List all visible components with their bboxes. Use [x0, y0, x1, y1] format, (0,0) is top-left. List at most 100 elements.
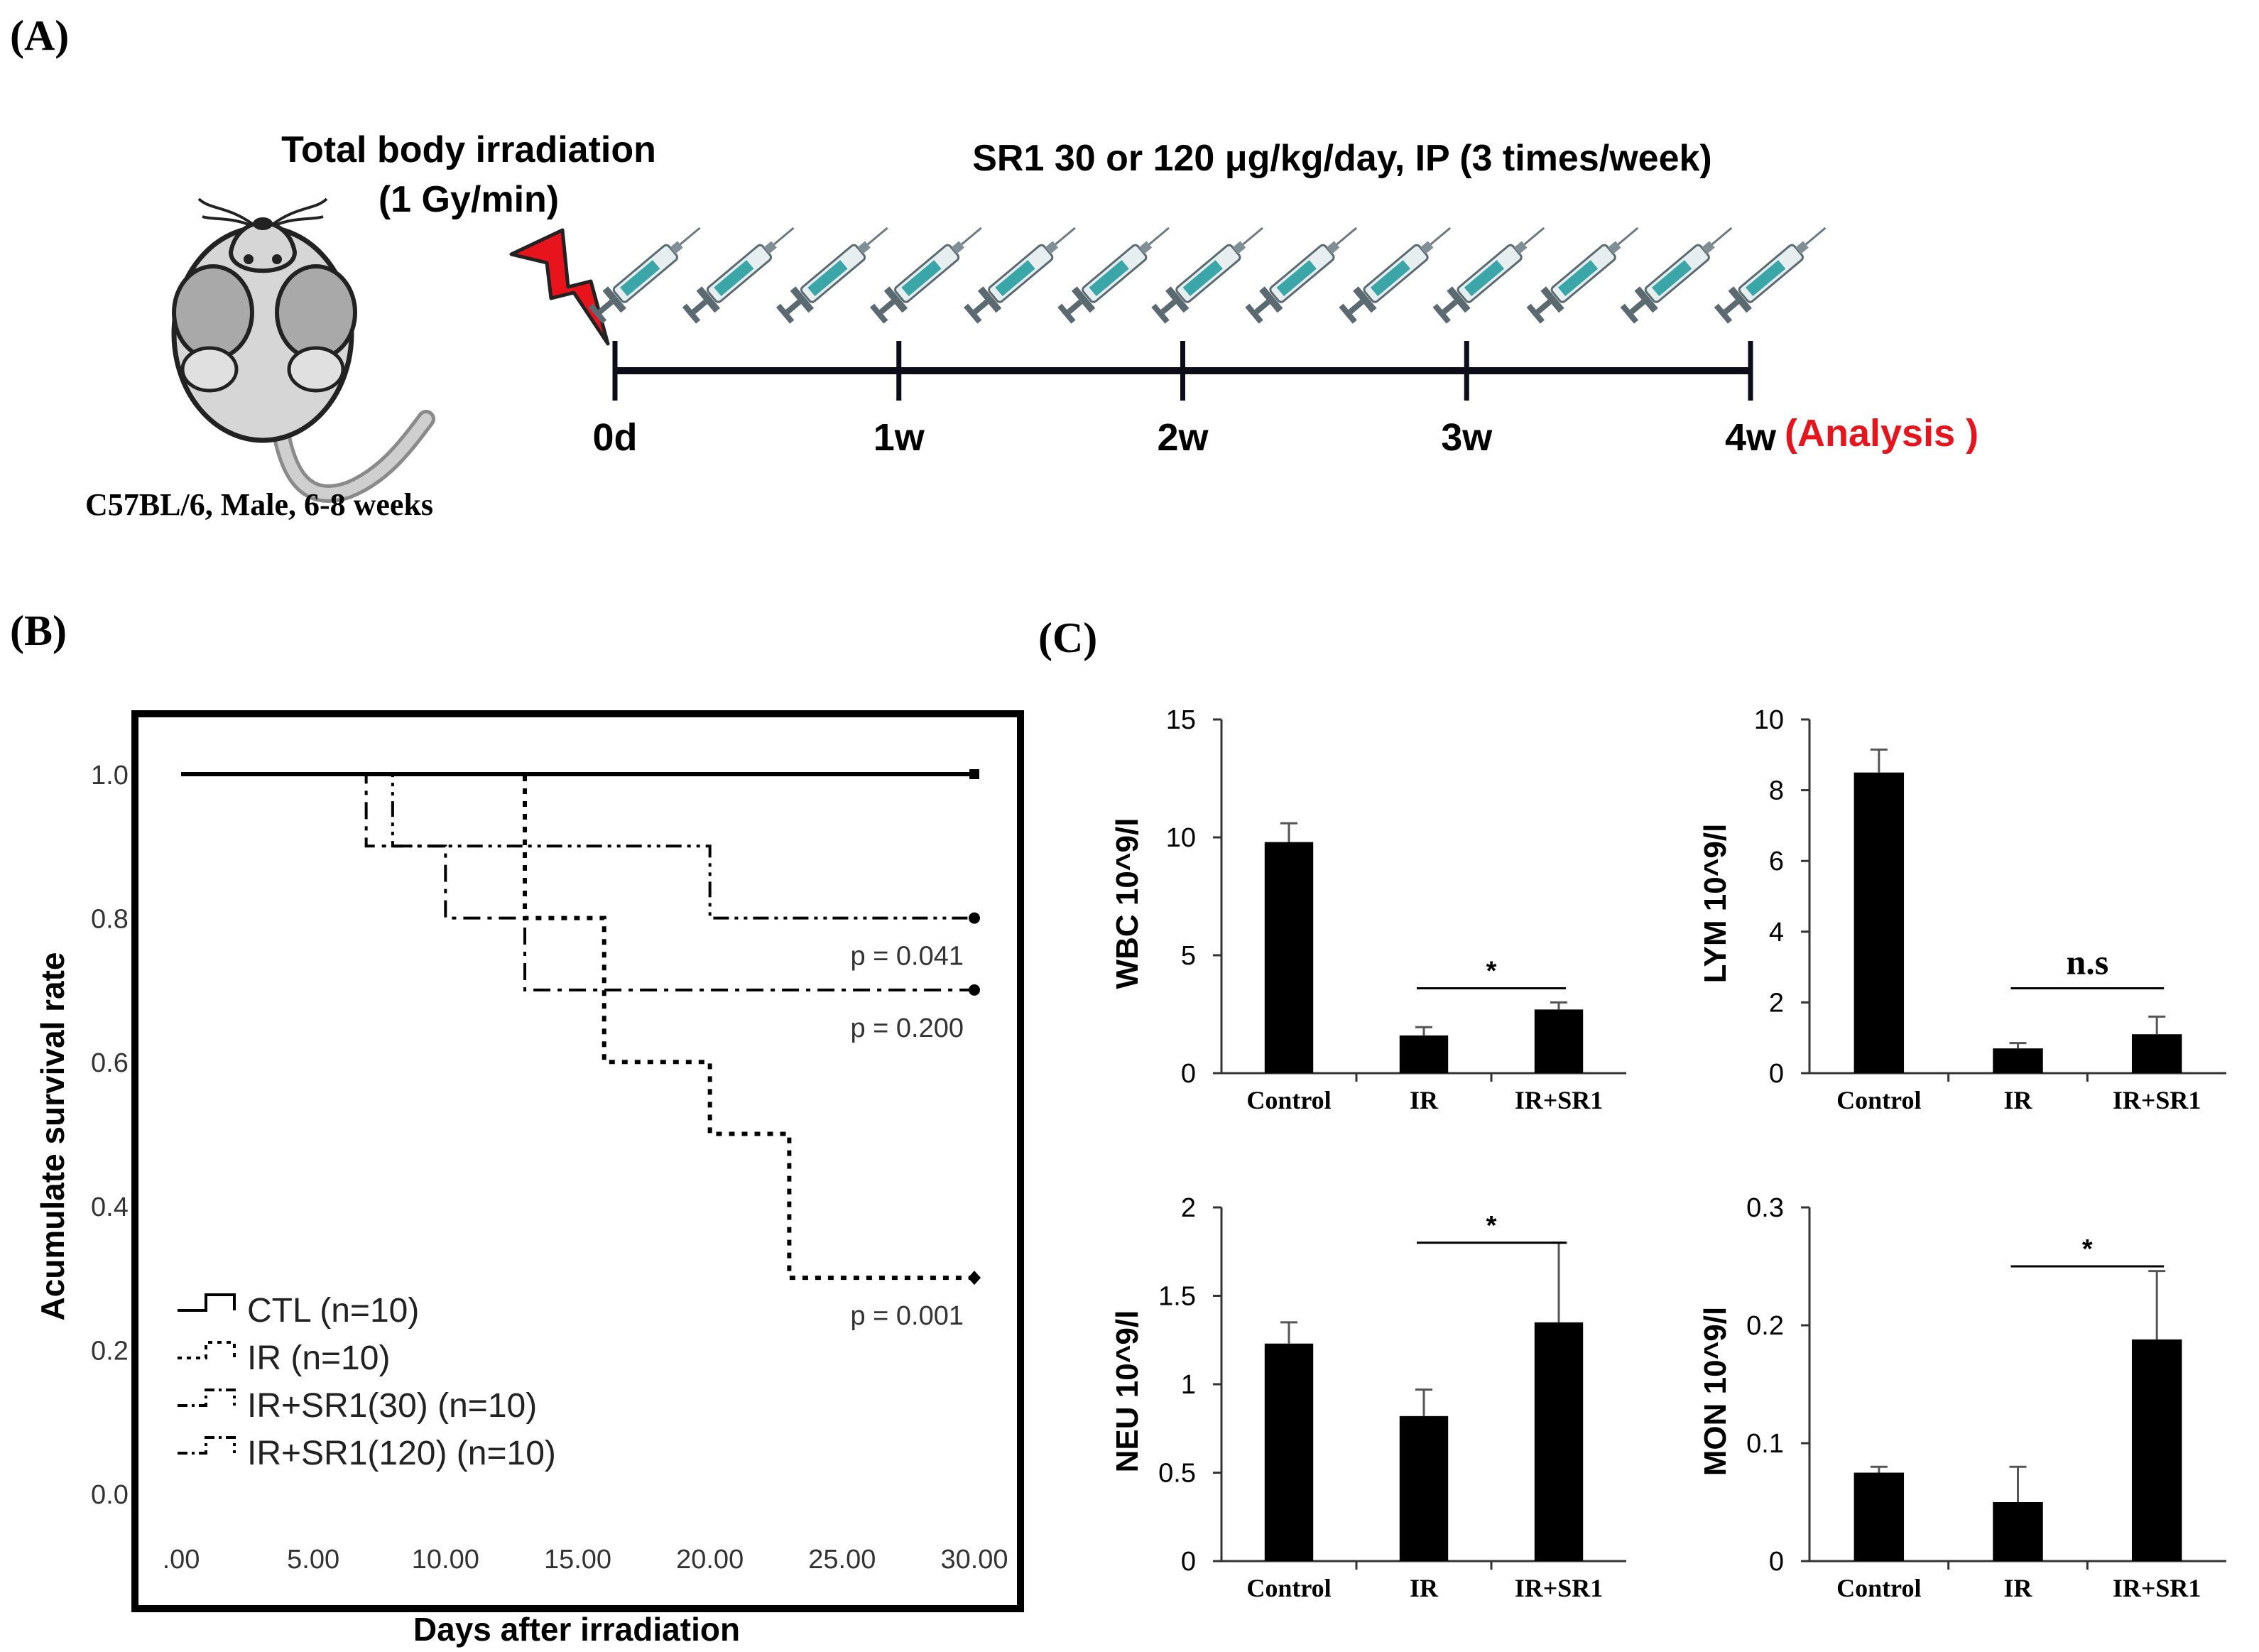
- y-axis-label: Acumulate survival rate: [34, 952, 71, 1320]
- category-label: IR: [1410, 1086, 1439, 1114]
- p-value-label: p = 0.200: [850, 1014, 964, 1043]
- x-tick-label: .00: [163, 1545, 200, 1575]
- legend-swatch: [178, 1436, 236, 1455]
- survival-chart-frame: [131, 710, 1024, 1612]
- syringe-icon: [588, 227, 701, 324]
- injection-syringes: [588, 227, 1827, 324]
- y-tick-label: 4: [1769, 918, 1784, 947]
- syringe-icon: [1339, 227, 1452, 324]
- irradiation-rate: (1 Gy/min): [379, 179, 559, 220]
- bar: [1993, 1048, 2043, 1073]
- timeline-tick-label: 2w: [1157, 416, 1209, 459]
- mouse-illustration: [171, 197, 435, 503]
- y-tick-label: 0: [1181, 1547, 1196, 1577]
- legend-label: IR+SR1(120) (n=10): [247, 1435, 556, 1472]
- y-tick-label: 0.0: [91, 1480, 129, 1510]
- bar: [1534, 1009, 1584, 1073]
- category-label: IR: [1410, 1574, 1439, 1602]
- mon-bar-chart: 0 0.1 0.2 0.3 Control IR IR+SR1 * MON 10^9/l: [1698, 1193, 2226, 1602]
- x-tick-label: 10.00: [412, 1545, 479, 1575]
- category-label: Control: [1246, 1574, 1331, 1602]
- y-tick-label: 2: [1769, 988, 1784, 1018]
- legend-swatch: [178, 1389, 236, 1407]
- syringe-icon: [1620, 227, 1733, 324]
- y-tick-label: 10: [1754, 705, 1784, 735]
- censor-marker: [968, 1271, 981, 1286]
- x-tick-label: 30.00: [940, 1545, 1008, 1575]
- y-tick-label: 0: [1769, 1059, 1784, 1089]
- x-tick-label: 15.00: [544, 1545, 611, 1575]
- y-tick-label: 0.4: [91, 1192, 129, 1222]
- y-tick-label: 0: [1181, 1059, 1196, 1089]
- y-tick-label: 10: [1166, 823, 1196, 853]
- y-tick-label: 0.8: [91, 905, 129, 935]
- analysis-label: (Analysis ): [1785, 412, 1978, 455]
- y-axis-label: NEU 10^9/l: [1110, 1310, 1145, 1473]
- x-axis-label: Days after irradiation: [413, 1611, 740, 1648]
- category-label: IR: [2003, 1086, 2032, 1114]
- y-tick-label: 6: [1769, 847, 1784, 876]
- irradiation-title: Total body irradiation: [281, 129, 656, 170]
- significance-label: n.s: [2066, 942, 2108, 982]
- y-tick-label: 0.3: [1746, 1193, 1784, 1223]
- category-label: Control: [1836, 1086, 1921, 1114]
- bar: [1993, 1502, 2043, 1561]
- y-tick-label: 0.5: [1158, 1459, 1196, 1489]
- category-label: IR+SR1: [1515, 1086, 1604, 1114]
- legend-label: CTL (n=10): [247, 1292, 419, 1330]
- bar: [1854, 772, 1905, 1073]
- legend-label: IR+SR1(30) (n=10): [247, 1387, 537, 1425]
- bar: [2131, 1034, 2182, 1073]
- bar: [2131, 1339, 2182, 1561]
- legend-label: IR (n=10): [247, 1339, 390, 1377]
- category-label: IR: [2003, 1574, 2032, 1602]
- y-tick-label: 0.2: [1746, 1311, 1784, 1341]
- y-tick-label: 8: [1769, 776, 1784, 806]
- y-tick-label: 15: [1166, 705, 1196, 735]
- wbc-bar-chart: 0 5 10 15 Control IR IR+SR1 * WBC 10^9/l: [1110, 705, 1626, 1114]
- x-tick-label: 20.00: [676, 1545, 744, 1575]
- syringe-icon: [1245, 227, 1358, 324]
- x-tick-label: 25.00: [808, 1545, 876, 1575]
- timeline-tick-label: 0d: [592, 416, 637, 459]
- y-tick-label: 2: [1181, 1193, 1196, 1223]
- bar: [1399, 1415, 1449, 1561]
- mouse-caption: C57BL/6, Male, 6-8 weeks: [85, 487, 433, 522]
- treatment-label: SR1 30 or 120 μg/kg/day, IP (3 times/wee…: [972, 138, 1711, 179]
- syringe-icon: [1714, 227, 1827, 324]
- timeline-tick-label: 1w: [873, 416, 925, 459]
- panel-b-label: (B): [10, 607, 67, 654]
- bar: [1264, 842, 1314, 1073]
- syringe-icon: [1151, 227, 1263, 324]
- survival-chart: 0.0 0.2 0.4 0.6 0.8 1.0 .00 5.00 10.00 15.00 20.00…: [34, 761, 1008, 1648]
- significance-label: *: [1486, 956, 1497, 986]
- censor-marker: [969, 912, 980, 924]
- p-value-label: p = 0.001: [850, 1301, 964, 1331]
- category-label: IR+SR1: [2113, 1574, 2201, 1602]
- censor-marker: [969, 984, 980, 996]
- survival-line-3: [181, 773, 974, 991]
- significance-label: *: [1486, 1211, 1497, 1241]
- syringe-icon: [1432, 227, 1545, 324]
- x-tick-label: 5.00: [287, 1545, 339, 1575]
- timeline-tick-label: 4w: [1725, 416, 1777, 459]
- bar: [1264, 1343, 1314, 1561]
- syringe-icon: [1526, 227, 1639, 324]
- panel-c-label: (C): [1038, 614, 1097, 661]
- category-label: Control: [1836, 1574, 1921, 1602]
- category-label: IR+SR1: [2113, 1086, 2201, 1114]
- y-tick-label: 1.0: [91, 761, 129, 790]
- syringe-icon: [682, 227, 795, 324]
- syringe-icon: [1057, 227, 1170, 324]
- timeline-tick-label: 3w: [1441, 416, 1493, 459]
- y-axis-label: WBC 10^9/l: [1110, 818, 1145, 989]
- lym-bar-chart: 0 2 4 6 8 10 Control IR IR+SR1 n.s LYM 10^9/l: [1698, 705, 2226, 1114]
- y-tick-label: 1: [1181, 1370, 1196, 1400]
- significance-label: *: [2082, 1234, 2093, 1264]
- syringe-icon: [775, 227, 888, 324]
- bar: [1534, 1322, 1584, 1561]
- y-tick-label: 0.2: [91, 1336, 129, 1366]
- p-value-label: p = 0.041: [850, 942, 964, 972]
- y-tick-label: 0.1: [1746, 1429, 1784, 1459]
